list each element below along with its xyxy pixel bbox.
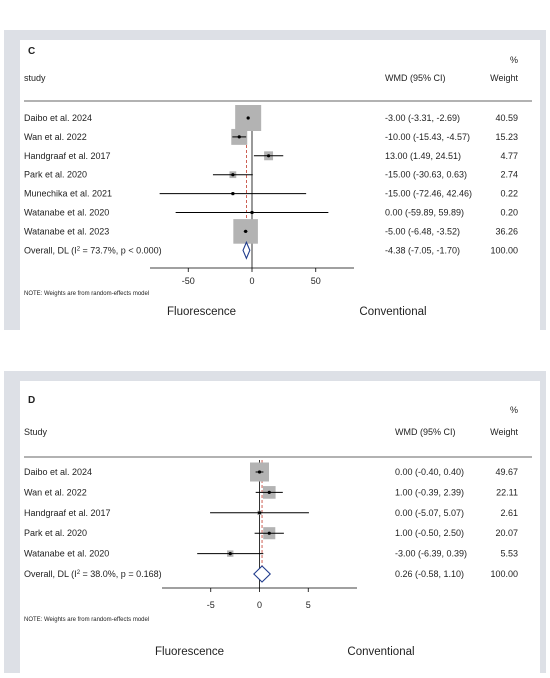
header-effect: WMD (95% CI) [395,427,456,437]
panel-label: D [28,395,35,406]
overall-diamond [253,565,272,583]
header-study: Study [24,427,48,437]
study-name: Wan et al. 2022 [24,487,87,497]
study-ci: -15.00 (-72.46, 42.46) [385,189,472,199]
study-name: Daibo et al. 2024 [24,113,92,123]
left-direction-label: Fluorescence [167,306,236,318]
study-weight: 15.23 [495,132,518,142]
study-ci: -5.00 (-6.48, -3.52) [385,226,460,236]
study-name: Watanabe et al. 2020 [24,549,109,559]
study-ci: -3.00 (-6.39, 0.39) [395,549,467,559]
x-tick-label: 5 [306,600,311,610]
model-note: NOTE: Weights are from random-effects mo… [24,291,149,297]
study-ci: 1.00 (-0.50, 2.50) [395,528,464,538]
study-ci: 0.00 (-0.40, 0.40) [395,467,464,477]
point-estimate [267,531,271,535]
study-weight: 2.74 [500,170,518,180]
point-estimate [250,210,254,215]
header-effect: WMD (95% CI) [385,73,446,83]
point-estimate [228,552,232,556]
overall-weight: 100.00 [490,569,518,579]
point-estimate [267,490,271,494]
study-weight: 0.22 [500,189,518,199]
study-weight: 49.67 [495,467,518,477]
point-estimate [244,229,248,233]
overall-diamond [242,240,251,260]
left-direction-label: Fluorescence [155,646,224,658]
right-direction-label: Conventional [359,306,426,318]
study-name: Watanabe et al. 2023 [24,226,109,236]
study-name: Daibo et al. 2024 [24,467,92,477]
header-percent: % [510,55,518,65]
study-weight: 36.26 [495,226,518,236]
study-weight: 22.11 [496,487,518,497]
header-percent: % [510,405,518,415]
study-ci: -3.00 (-3.31, -2.69) [385,113,460,123]
forest-plot-c: C% study WMD (95% CI) Weight Daibo et al. 20… [20,40,540,330]
x-tick-label: 50 [311,276,321,286]
overall-ci: 0.26 (-0.58, 1.10) [395,569,464,579]
study-name: Wan et al. 2022 [24,132,87,142]
point-estimate [257,511,262,515]
study-weight: 5.53 [500,549,518,559]
study-weight: 20.07 [495,528,518,538]
header-study: study [24,73,46,83]
study-ci: 0.00 (-5.07, 5.07) [395,508,464,518]
study-ci: 1.00 (-0.39, 2.39) [395,487,464,497]
study-name: Park et al. 2020 [24,528,87,538]
x-tick-label: -5 [207,600,215,610]
study-name: Munechika et al. 2021 [24,189,112,199]
study-weight: 2.61 [500,508,518,518]
study-weight: 0.20 [500,208,518,218]
study-ci: 13.00 (1.49, 24.51) [385,151,461,161]
point-estimate [231,173,235,177]
right-direction-label: Conventional [347,646,414,658]
study-weight: 40.59 [495,113,518,123]
study-name: Watanabe et al. 2020 [24,208,109,218]
x-tick-label: 0 [249,276,254,286]
overall-label: Overall, DL (I2 = 73.7%, p < 0.000) [24,245,162,255]
x-tick-label: -50 [182,276,195,286]
header-weight: Weight [490,427,518,437]
x-tick-label: 0 [257,600,262,610]
overall-ci: -4.38 (-7.05, -1.70) [385,245,460,255]
forest-plot-d: D% Study WMD (95% CI) Weight Daibo et al. 20… [20,381,540,673]
overall-label: Overall, DL (I2 = 38.0%, p = 0.168) [24,569,162,579]
study-name: Handgraaf et al. 2017 [24,151,111,161]
overall-weight: 100.00 [490,245,518,255]
study-name: Handgraaf et al. 2017 [24,508,111,518]
study-weight: 4.77 [500,151,518,161]
model-note: NOTE: Weights are from random-effects mo… [24,617,149,623]
study-ci: -15.00 (-30.63, 0.63) [385,170,467,180]
point-estimate [257,470,262,474]
study-name: Park et al. 2020 [24,170,87,180]
study-ci: 0.00 (-59.89, 59.89) [385,208,464,218]
panel-label: C [28,46,35,57]
plot-background [20,40,540,330]
point-estimate [231,192,235,196]
header-weight: Weight [490,73,518,83]
point-estimate [266,154,271,158]
plot-background [20,381,540,673]
point-estimate [237,135,241,139]
study-ci: -10.00 (-15.43, -4.57) [385,132,470,142]
point-estimate [246,116,250,120]
